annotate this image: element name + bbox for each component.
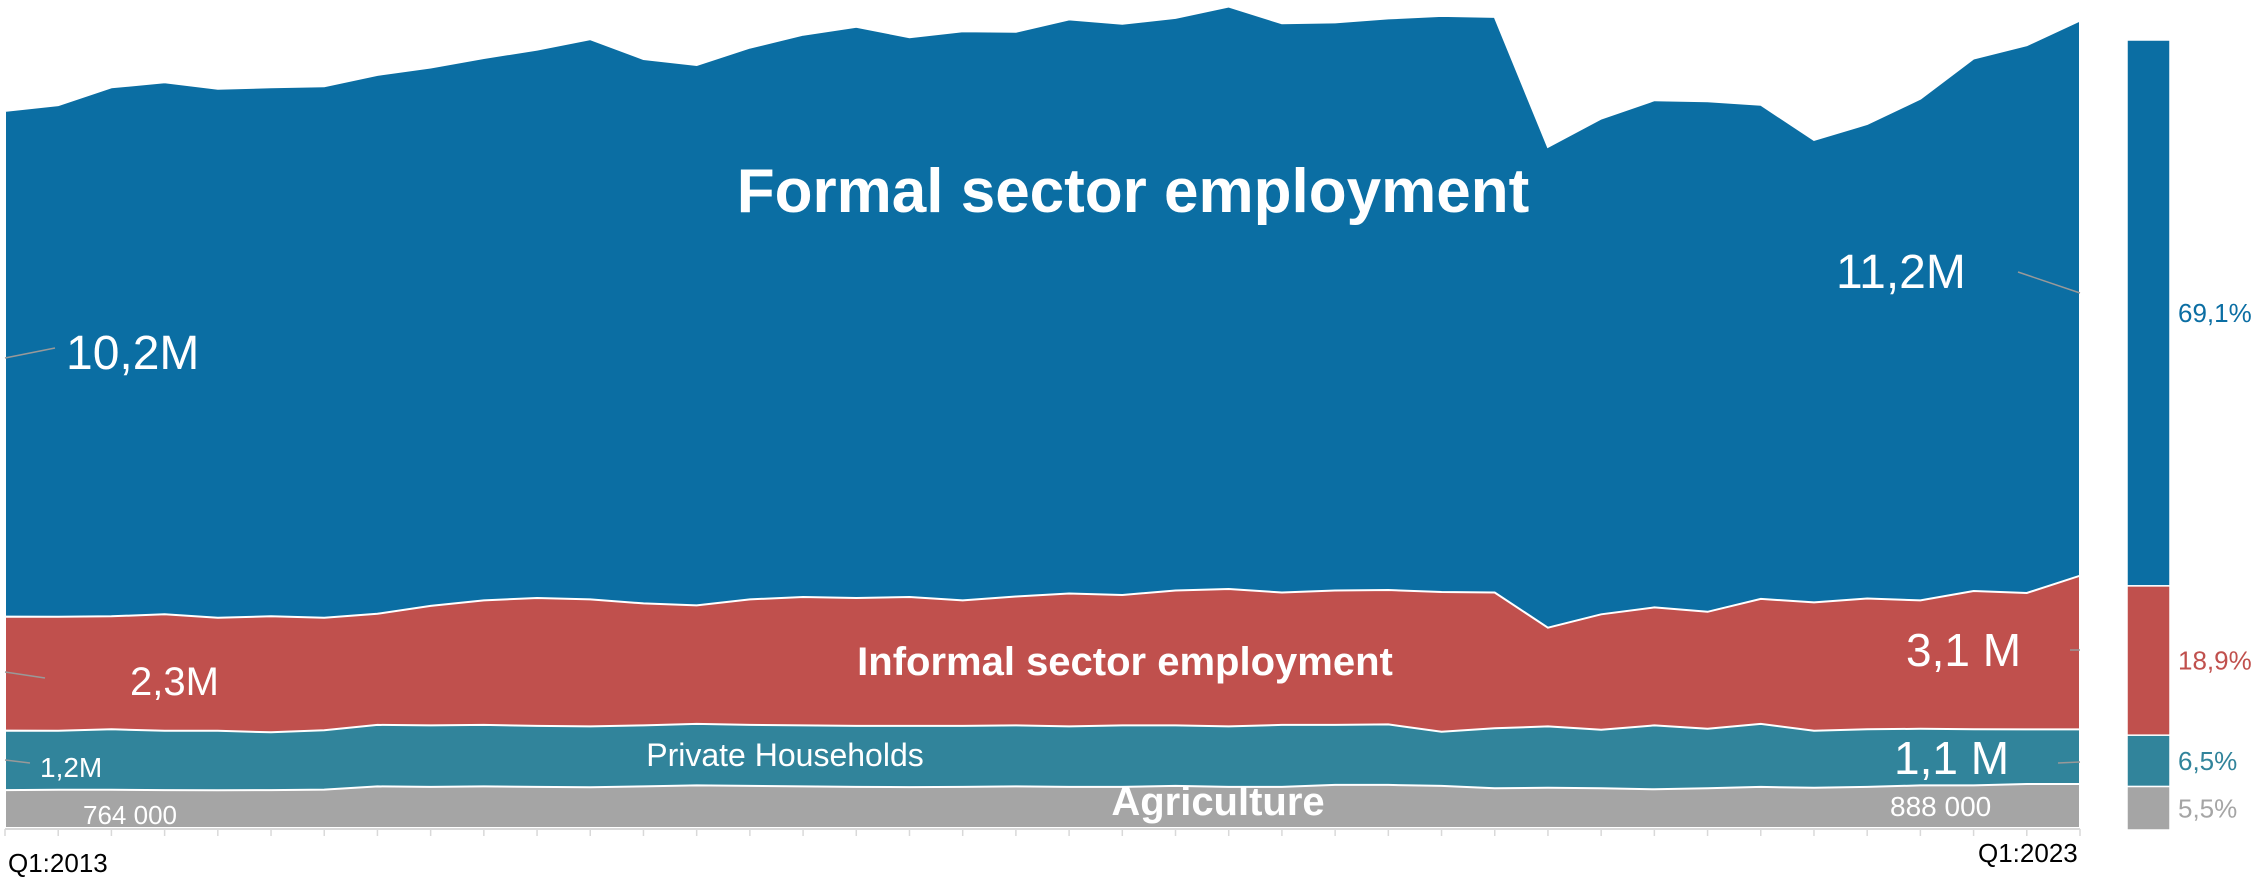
start-label-households: 1,2M [40, 752, 102, 783]
share-segment-informal-sector-employment [2126, 585, 2171, 736]
start-label-formal: 10,2M [66, 327, 199, 380]
leader-formal-end [2017, 271, 2081, 294]
share-segment-private-households [2126, 734, 2171, 788]
stacked-areas [4, 5, 2081, 829]
share-label-private-households: 6,5% [2178, 746, 2237, 776]
leader-formal-start [4, 347, 56, 359]
band-label-formal: Formal sector employment [737, 157, 1529, 226]
end-label-informal: 3,1 M [1906, 624, 2021, 676]
leader-informal-start [4, 671, 46, 679]
start-label-agriculture: 764 000 [83, 800, 177, 830]
band-label-agriculture: Agriculture [1111, 780, 1324, 824]
leader-households-end [2057, 761, 2081, 764]
share-label-informal-sector-employment: 18,9% [2178, 646, 2252, 676]
end-label-agriculture: 888 000 [1890, 791, 1991, 822]
leader-households-start [4, 759, 31, 764]
x-axis: Q1:2013 Q1:2023 [4, 828, 2081, 878]
x-tick-label-start: Q1:2013 [8, 848, 108, 878]
x-tick-label-end: Q1:2023 [1978, 838, 2078, 868]
share-bar-labels: 69,1% 18,9% 6,5% 5,5% [2178, 298, 2252, 823]
x-axis-ticks [4, 829, 2081, 836]
end-label-formal: 11,2M [1836, 246, 1966, 299]
band-label-informal: Informal sector employment [857, 640, 1393, 684]
end-label-households: 1,1 M [1894, 732, 2009, 784]
start-label-informal: 2,3M [130, 660, 219, 704]
label-leaders [4, 271, 2081, 764]
share-label-agriculture: 5,5% [2178, 793, 2237, 823]
band-label-households: Private Households [646, 737, 923, 773]
share-segment-formal-sector-employment [2126, 39, 2171, 587]
share-bar [2126, 39, 2171, 831]
area-agriculture [4, 783, 2081, 829]
share-segment-agriculture [2126, 785, 2171, 831]
share-label-formal-sector-employment: 69,1% [2178, 298, 2252, 328]
